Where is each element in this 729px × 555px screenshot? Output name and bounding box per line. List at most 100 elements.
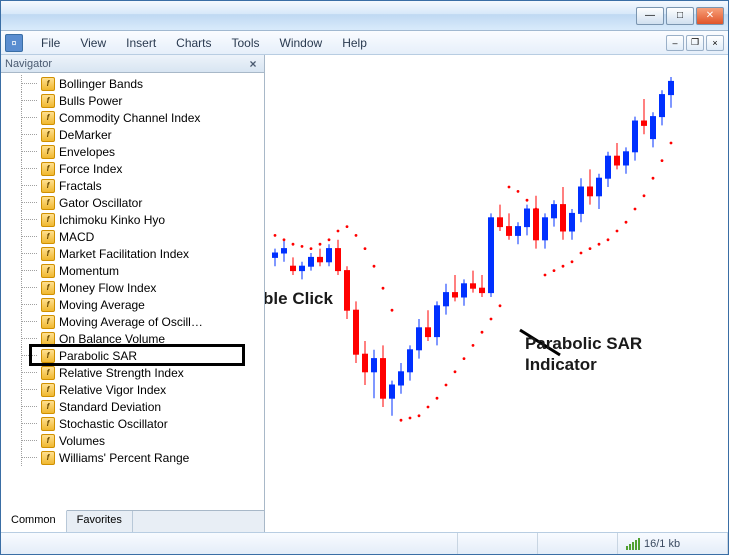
tree-item[interactable]: f On Balance Volume bbox=[1, 330, 264, 347]
tree-item-label: Standard Deviation bbox=[59, 400, 161, 414]
tree-item[interactable]: f Moving Average of Oscill… bbox=[1, 313, 264, 330]
status-connection: 16/1 kb bbox=[618, 533, 728, 554]
indicator-icon: f bbox=[41, 230, 55, 244]
tree-item[interactable]: f Moving Average bbox=[1, 296, 264, 313]
indicator-icon: f bbox=[41, 417, 55, 431]
navigator-tabs: CommonFavorites bbox=[1, 510, 264, 532]
tree-item-label: Relative Vigor Index bbox=[59, 383, 166, 397]
close-icon: ✕ bbox=[706, 10, 714, 21]
menu-charts[interactable]: Charts bbox=[166, 33, 221, 53]
app-window: — □ ✕ ¤ FileViewInsertChartsToolsWindowH… bbox=[0, 0, 729, 555]
menu-file[interactable]: File bbox=[31, 33, 70, 53]
indicator-icon: f bbox=[41, 451, 55, 465]
menu-window[interactable]: Window bbox=[270, 33, 333, 53]
tree-item[interactable]: fFractals bbox=[1, 177, 264, 194]
tree-item-label: Moving Average of Oscill… bbox=[59, 315, 203, 329]
chart-area[interactable]: Double Click Parabolic SAR Indicator bbox=[265, 55, 728, 532]
tree-item-label: Parabolic SAR bbox=[59, 349, 137, 363]
tree-item[interactable]: f Stochastic Oscillator bbox=[1, 415, 264, 432]
tree-item[interactable]: f Bollinger Bands bbox=[1, 75, 264, 92]
indicator-icon: f bbox=[41, 162, 55, 176]
indicator-icon: f bbox=[41, 434, 55, 448]
tree-item-label: Moving Average bbox=[59, 298, 145, 312]
status-cell-2 bbox=[458, 533, 538, 554]
tree-item-label: Williams' Percent Range bbox=[59, 451, 189, 465]
tree-item[interactable]: f Parabolic SAR bbox=[1, 347, 264, 364]
titlebar: — □ ✕ bbox=[1, 1, 728, 31]
tree-item[interactable]: f Momentum bbox=[1, 262, 264, 279]
maximize-icon: □ bbox=[677, 10, 683, 21]
tree-item[interactable]: f Volumes bbox=[1, 432, 264, 449]
status-cell-3 bbox=[538, 533, 618, 554]
indicator-icon: f bbox=[41, 213, 55, 227]
minimize-icon: — bbox=[645, 10, 655, 21]
tree-item-label: MACD bbox=[59, 230, 94, 244]
tree-item[interactable]: f Standard Deviation bbox=[1, 398, 264, 415]
navigator-header: Navigator × bbox=[1, 55, 264, 73]
tree-item-label: Relative Strength Index bbox=[59, 366, 184, 380]
indicator-icon: f bbox=[41, 77, 55, 91]
tree-item[interactable]: f Gator Oscillator bbox=[1, 194, 264, 211]
navigator-tree[interactable]: fBollinger BandsfBulls PowerfCommodity C… bbox=[1, 73, 264, 510]
tree-item[interactable]: f MACD bbox=[1, 228, 264, 245]
indicator-icon: f bbox=[41, 400, 55, 414]
statusbar: 16/1 kb bbox=[1, 532, 728, 554]
tree-item[interactable]: f Money Flow Index bbox=[1, 279, 264, 296]
tree-item[interactable]: f Relative Vigor Index bbox=[1, 381, 264, 398]
app-icon: ¤ bbox=[5, 34, 23, 52]
tree-item-label: Bulls Power bbox=[59, 94, 122, 108]
window-minimize-button[interactable]: — bbox=[636, 7, 664, 25]
tree-item[interactable]: fCommodity Channel Index bbox=[1, 109, 264, 126]
indicator-icon: f bbox=[41, 264, 55, 278]
tree-item[interactable]: f Williams' Percent Range bbox=[1, 449, 264, 466]
connection-label: 16/1 kb bbox=[644, 538, 680, 550]
tree-item-label: Stochastic Oscillator bbox=[59, 417, 168, 431]
tree-item-label: Gator Oscillator bbox=[59, 196, 142, 210]
indicator-icon: f bbox=[41, 366, 55, 380]
indicator-icon: f bbox=[41, 179, 55, 193]
tree-item[interactable]: f Ichimoku Kinko Hyo bbox=[1, 211, 264, 228]
tree-item-label: Volumes bbox=[59, 434, 105, 448]
indicator-icon: f bbox=[41, 383, 55, 397]
indicator-icon: f bbox=[41, 332, 55, 346]
menu-insert[interactable]: Insert bbox=[116, 33, 166, 53]
navigator-close-button[interactable]: × bbox=[246, 57, 260, 71]
menu-tools[interactable]: Tools bbox=[222, 33, 270, 53]
tree-item[interactable]: fDeMarker bbox=[1, 126, 264, 143]
indicator-icon: f bbox=[41, 281, 55, 295]
connection-bars-icon bbox=[626, 538, 640, 550]
indicator-icon: f bbox=[41, 349, 55, 363]
tree-item-label: Money Flow Index bbox=[59, 281, 156, 295]
navigator-tab-favorites[interactable]: Favorites bbox=[67, 511, 133, 532]
mdi-minimize-button[interactable]: – bbox=[666, 35, 684, 51]
indicator-icon: f bbox=[41, 247, 55, 261]
tree-item-label: Bollinger Bands bbox=[59, 77, 143, 91]
indicator-icon: f bbox=[41, 315, 55, 329]
menu-view[interactable]: View bbox=[70, 33, 116, 53]
indicator-icon: f bbox=[41, 196, 55, 210]
menubar: ¤ FileViewInsertChartsToolsWindowHelp – … bbox=[1, 31, 728, 55]
indicator-icon: f bbox=[41, 145, 55, 159]
tree-item[interactable]: fForce Index bbox=[1, 160, 264, 177]
tree-item-label: Momentum bbox=[59, 264, 119, 278]
indicator-icon: f bbox=[41, 298, 55, 312]
tree-item[interactable]: f Market Facilitation Index bbox=[1, 245, 264, 262]
navigator-panel: Navigator × fBollinger BandsfBulls Power… bbox=[1, 55, 265, 532]
tree-item-label: Ichimoku Kinko Hyo bbox=[59, 213, 165, 227]
tree-item-label: On Balance Volume bbox=[59, 332, 165, 346]
navigator-tab-common[interactable]: Common bbox=[1, 510, 67, 532]
window-close-button[interactable]: ✕ bbox=[696, 7, 724, 25]
mdi-restore-button[interactable]: ❐ bbox=[686, 35, 704, 51]
menu-help[interactable]: Help bbox=[332, 33, 377, 53]
candlestick-chart bbox=[265, 55, 725, 515]
status-cell-empty bbox=[1, 533, 458, 554]
tree-item[interactable]: fBulls Power bbox=[1, 92, 264, 109]
tree-item-label: DeMarker bbox=[59, 128, 112, 142]
window-maximize-button[interactable]: □ bbox=[666, 7, 694, 25]
mdi-close-button[interactable]: × bbox=[706, 35, 724, 51]
tree-item[interactable]: f Envelopes bbox=[1, 143, 264, 160]
tree-item-label: Envelopes bbox=[59, 145, 115, 159]
indicator-icon: f bbox=[41, 111, 55, 125]
tree-item[interactable]: f Relative Strength Index bbox=[1, 364, 264, 381]
tree-item-label: Market Facilitation Index bbox=[59, 247, 189, 261]
